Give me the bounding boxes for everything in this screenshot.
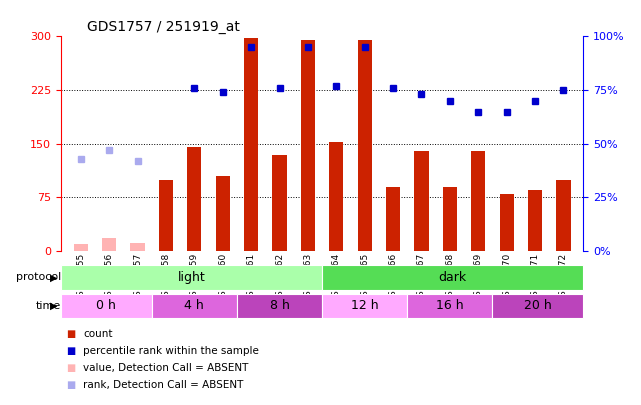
Bar bbox=[556, 179, 570, 251]
Text: 20 h: 20 h bbox=[524, 299, 552, 312]
Bar bbox=[131, 243, 145, 251]
Bar bbox=[414, 151, 429, 251]
Text: ▶: ▶ bbox=[50, 301, 58, 311]
Text: 12 h: 12 h bbox=[351, 299, 378, 312]
Bar bbox=[322, 265, 583, 290]
Text: ■: ■ bbox=[66, 363, 75, 373]
Bar bbox=[187, 147, 201, 251]
Bar bbox=[152, 294, 237, 318]
Bar bbox=[244, 38, 258, 251]
Bar bbox=[407, 294, 492, 318]
Bar bbox=[471, 151, 485, 251]
Bar bbox=[329, 142, 344, 251]
Bar bbox=[61, 265, 322, 290]
Bar bbox=[358, 40, 372, 251]
Text: GDS1757 / 251919_at: GDS1757 / 251919_at bbox=[87, 20, 240, 34]
Bar bbox=[386, 187, 400, 251]
Text: light: light bbox=[178, 271, 205, 284]
Text: protocol: protocol bbox=[15, 273, 61, 282]
Bar bbox=[61, 294, 152, 318]
Bar bbox=[492, 294, 583, 318]
Text: ■: ■ bbox=[66, 329, 75, 339]
Text: 0 h: 0 h bbox=[96, 299, 116, 312]
Bar bbox=[74, 244, 88, 251]
Text: ▶: ▶ bbox=[50, 273, 58, 282]
Bar bbox=[102, 238, 116, 251]
Bar bbox=[528, 190, 542, 251]
Text: time: time bbox=[36, 301, 61, 311]
Bar bbox=[443, 187, 457, 251]
Text: value, Detection Call = ABSENT: value, Detection Call = ABSENT bbox=[83, 363, 249, 373]
Bar bbox=[272, 154, 287, 251]
Bar bbox=[322, 294, 407, 318]
Text: percentile rank within the sample: percentile rank within the sample bbox=[83, 346, 259, 356]
Text: ■: ■ bbox=[66, 380, 75, 390]
Text: 8 h: 8 h bbox=[270, 299, 290, 312]
Text: count: count bbox=[83, 329, 113, 339]
Text: rank, Detection Call = ABSENT: rank, Detection Call = ABSENT bbox=[83, 380, 244, 390]
Bar bbox=[499, 194, 513, 251]
Bar bbox=[215, 176, 230, 251]
Bar bbox=[301, 40, 315, 251]
Bar bbox=[159, 179, 173, 251]
Text: dark: dark bbox=[438, 271, 467, 284]
Text: 4 h: 4 h bbox=[185, 299, 204, 312]
Bar bbox=[237, 294, 322, 318]
Text: ■: ■ bbox=[66, 346, 75, 356]
Text: 16 h: 16 h bbox=[436, 299, 463, 312]
